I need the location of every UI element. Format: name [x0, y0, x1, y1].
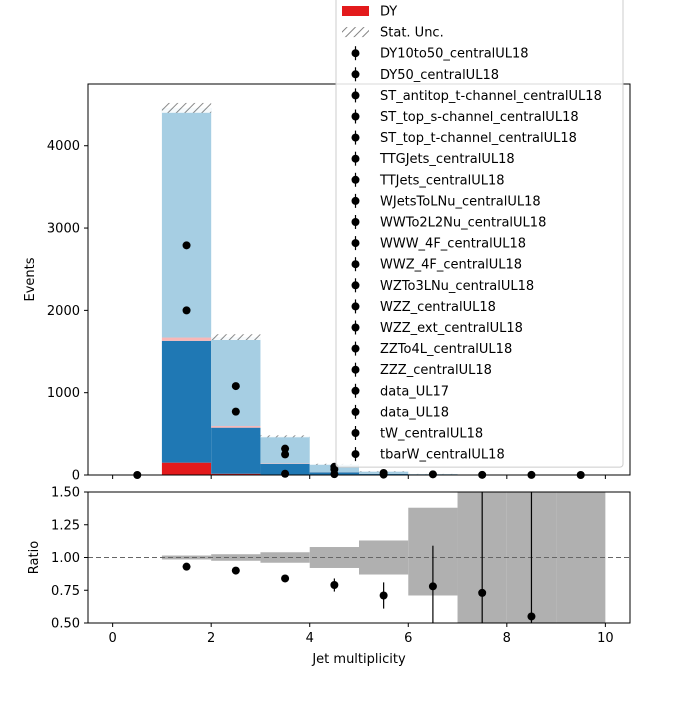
- legend-marker-19: [352, 408, 360, 416]
- ratio-x-tick-label: 6: [404, 631, 412, 646]
- legend-label: WZZ_centralUL18: [380, 300, 496, 315]
- data-marker-2-0: [232, 382, 240, 390]
- ratio-x-tick-label: 4: [306, 631, 314, 646]
- ratio-y-tick-label: 0.75: [51, 584, 80, 599]
- ratio-x-tick-label: 10: [597, 631, 614, 646]
- ratio-x-tick-label: 0: [108, 631, 116, 646]
- ratio-y-axis-label: Ratio: [27, 541, 42, 574]
- ratio-point-5: [429, 582, 437, 590]
- ratio-point-1: [232, 567, 240, 575]
- stack-bar-1-bin-2: [211, 428, 260, 474]
- ratio-x-tick-label: 8: [503, 631, 511, 646]
- legend-marker-13: [352, 281, 360, 289]
- legend-label: Stat. Unc.: [380, 26, 444, 41]
- legend-label: ST_top_t-channel_centralUL18: [380, 131, 577, 146]
- legend-label: DY10to50_centralUL18: [380, 47, 529, 62]
- legend-marker-6: [352, 134, 360, 142]
- stack-bar-1-bin-1: [162, 341, 211, 463]
- ratio-x-tick-label: 2: [207, 631, 215, 646]
- legend-label: ST_top_s-channel_centralUL18: [380, 110, 579, 125]
- legend-label: data_UL18: [380, 405, 449, 420]
- ratio-point-3: [330, 581, 338, 589]
- legend-marker-11: [352, 239, 360, 247]
- legend-label: WWZ_4F_centralUL18: [380, 258, 522, 273]
- main-y-tick-label: 0: [72, 469, 80, 484]
- stack-bar-3-bin-1: [162, 108, 211, 338]
- main-y-tick-label: 1000: [47, 386, 80, 401]
- legend-label: data_UL17: [380, 384, 449, 399]
- stat-unc-hatch-bin-3: [260, 435, 309, 437]
- data-marker-3-2: [281, 470, 289, 478]
- legend-marker-14: [352, 302, 360, 310]
- legend-marker-17: [352, 366, 360, 374]
- ratio-point-6: [478, 589, 486, 597]
- data-marker-1-1: [183, 306, 191, 314]
- main-y-tick-label: 4000: [47, 139, 80, 154]
- data-marker-4-2: [330, 470, 338, 478]
- legend-label: ST_antitop_t-channel_centralUL18: [380, 89, 602, 104]
- legend-label: WWTo2L2Nu_centralUL18: [380, 216, 546, 231]
- ratio-point-2: [281, 574, 289, 582]
- ratio-y-tick-label: 1.25: [51, 518, 80, 533]
- legend-marker-5: [352, 113, 360, 121]
- legend-label: DY50_centralUL18: [380, 68, 499, 83]
- legend-label: ZZZ_centralUL18: [380, 363, 492, 378]
- legend: DY Stat. Unc. DY10to50_centralUL18 DY50_cen…: [336, 0, 623, 467]
- legend-marker-21: [352, 450, 360, 458]
- ratio-point-0: [183, 563, 191, 571]
- ratio-panel: 0.50 0.75 1.00 1.25 1.50 0 2 4 6 8 10 Jet multiplic…: [27, 486, 630, 668]
- legend-label: DY: [380, 5, 397, 20]
- stack-bar-2-bin-1: [162, 338, 211, 341]
- legend-marker-9: [352, 197, 360, 205]
- legend-marker-15: [352, 324, 360, 332]
- legend-swatch-dy: [342, 6, 369, 16]
- ratio-unc-band-3: [310, 547, 359, 568]
- legend-label: WJetsToLNu_centralUL18: [380, 194, 541, 209]
- ratio-point-7: [527, 612, 535, 620]
- legend-label: tW_centralUL18: [380, 427, 483, 442]
- data-marker-2-1: [232, 408, 240, 416]
- data-marker-6-0: [429, 470, 437, 478]
- legend-swatch-hatch: [342, 27, 369, 37]
- legend-marker-8: [352, 176, 360, 184]
- main-y-axis-label: Events: [23, 257, 38, 301]
- legend-marker-16: [352, 345, 360, 353]
- x-axis-label: Jet multiplicity: [311, 652, 406, 667]
- stack-bar-2-bin-2: [211, 426, 260, 428]
- legend-marker-10: [352, 218, 360, 226]
- stat-unc-hatch-bin-2: [211, 334, 260, 340]
- legend-marker-20: [352, 429, 360, 437]
- legend-label: ZZTo4L_centralUL18: [380, 342, 512, 357]
- stack-bar-0-bin-1: [162, 463, 211, 475]
- legend-marker-18: [352, 387, 360, 395]
- legend-marker-2: [352, 49, 360, 57]
- legend-marker-12: [352, 260, 360, 268]
- legend-label: TTGJets_centralUL18: [379, 152, 515, 167]
- legend-marker-7: [352, 155, 360, 163]
- ratio-y-tick-label: 1.00: [51, 551, 80, 566]
- legend-label: WWW_4F_centralUL18: [380, 237, 526, 252]
- legend-label: WZZ_ext_centralUL18: [380, 321, 523, 336]
- legend-label: tbarW_centralUL18: [380, 448, 505, 463]
- main-y-tick-label: 2000: [47, 304, 80, 319]
- legend-label: WZTo3LNu_centralUL18: [380, 279, 534, 294]
- legend-label: TTJets_centralUL18: [379, 173, 505, 188]
- ratio-y-tick-label: 1.50: [51, 486, 80, 501]
- ratio-y-tick-label: 0.50: [51, 617, 80, 632]
- legend-marker-4: [352, 91, 360, 99]
- main-y-tick-label: 3000: [47, 222, 80, 237]
- stat-unc-hatch-bin-1: [162, 103, 211, 113]
- ratio-point-4: [380, 591, 388, 599]
- data-marker-1-0: [183, 241, 191, 249]
- legend-marker-3: [352, 70, 360, 78]
- data-marker-3-1: [281, 450, 289, 458]
